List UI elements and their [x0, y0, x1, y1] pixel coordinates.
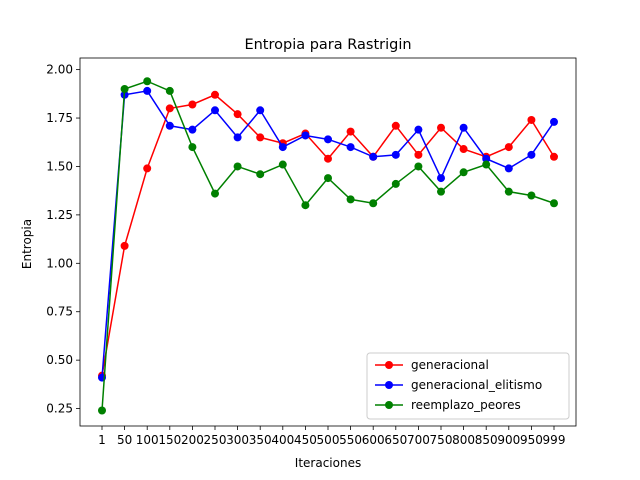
data-point-generacional [211, 90, 219, 99]
data-point-generacional_elitismo [301, 131, 310, 140]
x-tick-label: 150 [158, 433, 181, 447]
data-point-reemplazo_peores [143, 77, 152, 86]
data-point-generacional [346, 127, 355, 136]
data-point-reemplazo_peores [211, 189, 219, 198]
data-point-generacional_elitismo [233, 133, 242, 142]
data-point-reemplazo_peores [550, 199, 558, 208]
y-tick-label: 2.00 [46, 63, 73, 77]
data-point-generacional_elitismo [346, 143, 355, 152]
data-point-generacional_elitismo [550, 117, 558, 126]
x-tick-label: 700 [407, 433, 430, 447]
axes-frame [79, 57, 577, 427]
data-point-generacional_elitismo [256, 106, 265, 115]
legend-label-reemplazo_peores: reemplazo_peores [411, 398, 521, 412]
x-axis-label: Iteraciones [295, 456, 361, 470]
data-point-generacional_elitismo [165, 121, 174, 130]
data-point-generacional [391, 121, 400, 130]
data-point-generacional [414, 150, 423, 159]
legend-marker-generacional_elitismo [385, 381, 393, 389]
y-tick-label: 1.25 [46, 208, 73, 222]
y-tick-label: 1.75 [46, 111, 73, 125]
data-point-reemplazo_peores [233, 162, 242, 171]
data-point-generacional_elitismo [211, 106, 219, 115]
data-point-reemplazo_peores [120, 84, 129, 93]
data-point-generacional [188, 100, 197, 109]
data-point-reemplazo_peores [504, 187, 513, 196]
y-tick-label: 0.25 [46, 402, 73, 416]
data-point-reemplazo_peores [482, 160, 491, 169]
x-tick-label: 50 [117, 433, 132, 447]
data-point-reemplazo_peores [324, 174, 332, 183]
data-point-generacional [120, 241, 129, 250]
data-point-generacional_elitismo [324, 135, 332, 144]
y-tick-label: 0.50 [46, 353, 73, 367]
data-point-reemplazo_peores [165, 86, 174, 95]
y-tick-label: 1.00 [46, 256, 73, 270]
data-point-generacional_elitismo [504, 164, 513, 173]
legend: generacional generacional_elitismoreempla… [366, 352, 570, 420]
plot-area: 1 50 100 150 200 250 300 350 400 450 500 550 600 650 7… [46, 57, 577, 447]
data-point-generacional_elitismo [391, 150, 400, 159]
x-tick-label: 800 [452, 433, 475, 447]
x-tick-label: 600 [362, 433, 385, 447]
data-point-reemplazo_peores [527, 191, 536, 200]
data-point-generacional_elitismo [278, 143, 287, 152]
data-point-generacional_elitismo [437, 174, 445, 183]
x-tick-label: 999 [543, 433, 566, 447]
data-point-generacional_elitismo [459, 123, 468, 132]
data-point-generacional_elitismo [188, 125, 197, 134]
x-tick-label: 250 [204, 433, 227, 447]
data-point-generacional [437, 123, 445, 132]
data-point-generacional_elitismo [527, 150, 536, 159]
x-tick-label: 950 [520, 433, 543, 447]
x-tick-label: 850 [475, 433, 498, 447]
data-point-reemplazo_peores [188, 143, 197, 152]
x-tick-label: 400 [271, 433, 294, 447]
data-point-reemplazo_peores [414, 162, 423, 171]
data-point-reemplazo_peores [391, 179, 400, 188]
chart-title: Entropia para Rastrigin [244, 37, 411, 53]
data-point-reemplazo_peores [278, 160, 287, 169]
x-tick-label: 350 [249, 433, 272, 447]
data-point-reemplazo_peores [369, 199, 378, 208]
data-point-reemplazo_peores [346, 195, 355, 204]
legend-label-generacional: generacional [411, 358, 489, 372]
x-tick-label: 1 [98, 433, 106, 447]
data-point-generacional [527, 115, 536, 124]
y-tick-label: 1.50 [46, 159, 73, 173]
data-point-generacional [459, 145, 468, 154]
x-tick-label: 100 [136, 433, 159, 447]
x-tick-label: 500 [317, 433, 340, 447]
data-point-generacional_elitismo [414, 125, 423, 134]
x-tick-label: 650 [384, 433, 407, 447]
data-point-generacional [504, 143, 513, 152]
x-tick-label: 550 [339, 433, 362, 447]
data-point-reemplazo_peores [98, 406, 106, 415]
x-tick-label: 450 [294, 433, 317, 447]
data-point-generacional [165, 104, 174, 113]
data-point-reemplazo_peores [301, 201, 310, 210]
data-point-generacional [550, 152, 558, 161]
x-tick-label: 750 [430, 433, 453, 447]
data-point-generacional_elitismo [482, 154, 491, 163]
legend-box [366, 352, 570, 420]
data-point-generacional [324, 154, 332, 163]
data-point-reemplazo_peores [256, 170, 265, 179]
data-point-generacional_elitismo [143, 86, 152, 95]
data-point-generacional [233, 110, 242, 119]
data-point-generacional [256, 133, 265, 142]
x-tick-label: 300 [226, 433, 249, 447]
x-tick-label: 200 [181, 433, 204, 447]
y-axis-label: Entropia [20, 219, 34, 269]
legend-marker-reemplazo_peores [385, 401, 393, 409]
data-point-generacional [143, 164, 152, 173]
legend-label-generacional_elitismo: generacional_elitismo [411, 378, 542, 392]
y-tick-label: 0.75 [46, 305, 73, 319]
data-point-generacional_elitismo [369, 152, 378, 161]
data-point-reemplazo_peores [437, 187, 445, 196]
data-point-reemplazo_peores [459, 168, 468, 177]
legend-marker-generacional [385, 361, 393, 369]
x-tick-label: 900 [497, 433, 520, 447]
